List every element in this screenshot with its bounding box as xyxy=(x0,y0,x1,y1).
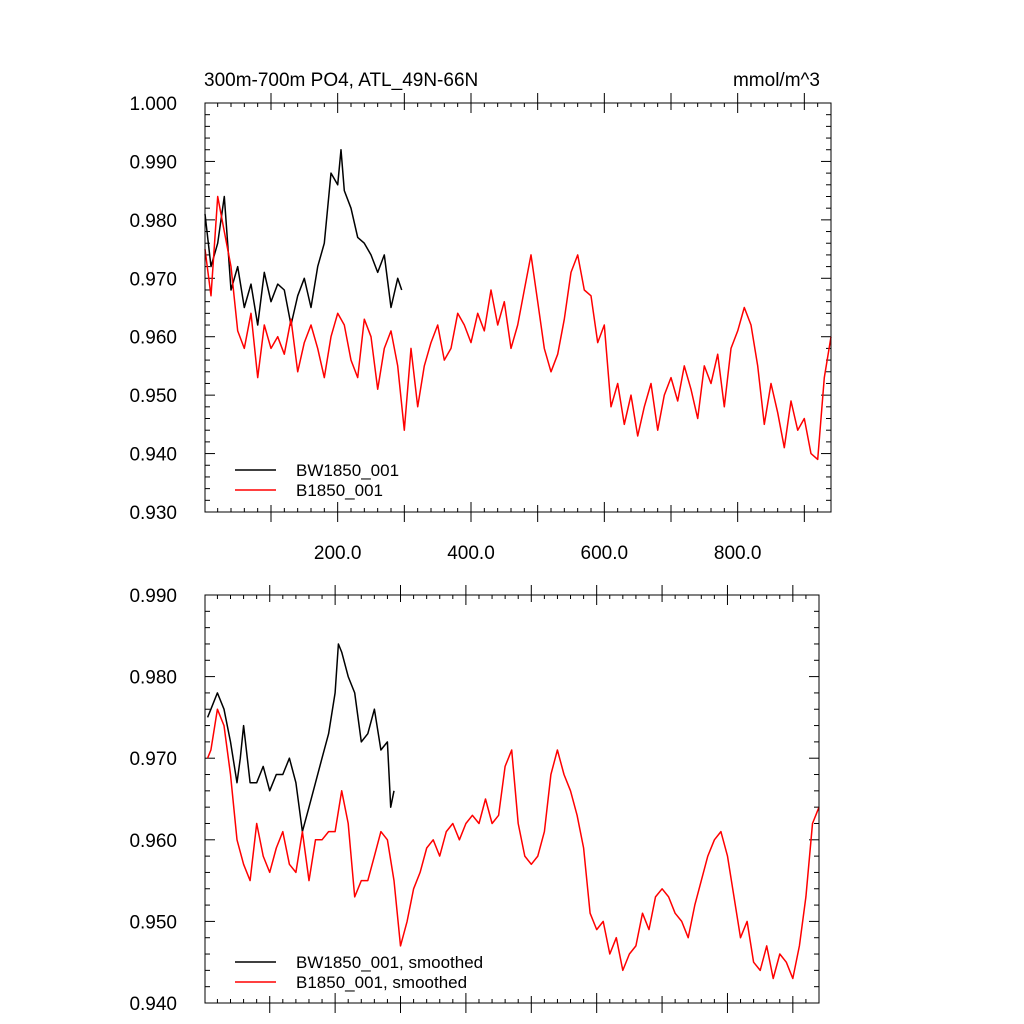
top-y-tick-label: 0.960 xyxy=(129,328,177,349)
top-panel-y-tick-labels: 0.930 0.940 0.950 0.960 0.970 0.980 0.990 1.000 xyxy=(129,94,177,524)
bottom-y-tick-label: 0.960 xyxy=(129,831,177,852)
top-panel-ticks xyxy=(205,93,832,522)
top-panel-x-tick-labels: 200.0 400.0 600.0 800.0 xyxy=(314,543,762,564)
top-legend-label: BW1850_001 xyxy=(296,461,399,480)
top-x-tick-label: 400.0 xyxy=(447,543,495,564)
bottom-legend-label: B1850_001, smoothed xyxy=(296,973,467,992)
bottom-panel-ticks xyxy=(205,585,820,1013)
top-y-tick-label: 1.000 xyxy=(129,94,177,115)
top-x-tick-label: 200.0 xyxy=(314,543,362,564)
top-y-tick-label: 0.950 xyxy=(129,386,177,407)
top-y-tick-label: 0.980 xyxy=(129,211,177,232)
top-y-tick-label: 0.930 xyxy=(129,503,177,524)
top-panel-units: mmol/m^3 xyxy=(733,70,820,91)
bottom-panel-series xyxy=(206,643,820,980)
top-series-line-1 xyxy=(204,148,403,326)
bottom-panel-frame xyxy=(204,594,820,1004)
bottom-y-tick-label: 0.990 xyxy=(129,586,177,607)
bottom-y-tick-label: 0.970 xyxy=(129,749,177,770)
top-panel: 300m-700m PO4, ATL_49N-66N mmol/m^3 0.93… xyxy=(129,70,832,564)
top-panel-title: 300m-700m PO4, ATL_49N-66N xyxy=(204,70,478,91)
top-legend-label: B1850_001 xyxy=(296,481,383,500)
bottom-legend-label: BW1850_001, smoothed xyxy=(296,953,483,972)
top-x-tick-label: 600.0 xyxy=(581,543,629,564)
bottom-panel: 0.940 0.950 0.960 0.970 0.980 0.990 BW1850_00… xyxy=(129,585,820,1015)
bottom-y-tick-label: 0.950 xyxy=(129,912,177,933)
bottom-y-tick-label: 0.940 xyxy=(129,994,177,1015)
top-panel-frame xyxy=(204,102,832,513)
bottom-series-line-2 xyxy=(206,708,820,980)
top-y-tick-label: 0.970 xyxy=(129,269,177,290)
top-y-tick-label: 0.990 xyxy=(129,152,177,173)
bottom-panel-y-tick-labels: 0.940 0.950 0.960 0.970 0.980 0.990 xyxy=(129,586,177,1015)
top-x-tick-label: 800.0 xyxy=(714,543,762,564)
bottom-series-line-1 xyxy=(206,643,395,833)
bottom-y-tick-label: 0.980 xyxy=(129,668,177,689)
top-series-line-2 xyxy=(204,195,832,461)
top-panel-series xyxy=(204,148,832,461)
top-y-tick-label: 0.940 xyxy=(129,445,177,466)
